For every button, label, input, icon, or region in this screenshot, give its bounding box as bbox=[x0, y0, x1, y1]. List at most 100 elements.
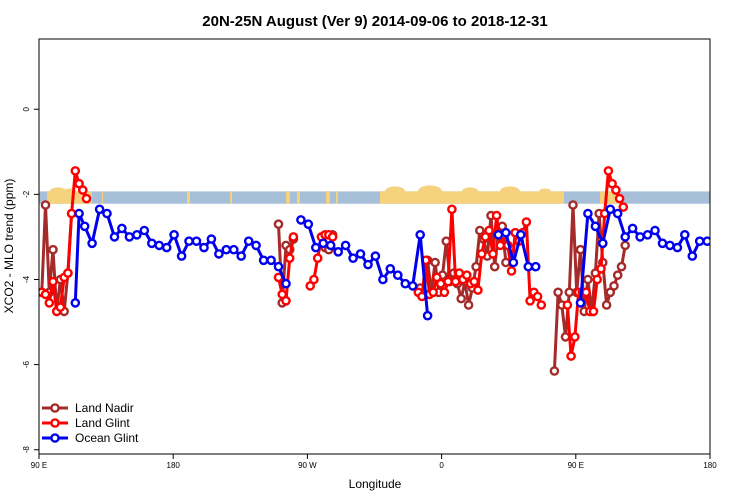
y-axis-label: XCO2 - MLO trend (ppm) bbox=[2, 179, 16, 314]
legend-label: Ocean Glint bbox=[75, 431, 139, 445]
data-point bbox=[694, 236, 705, 246]
x-tick-label: 90 E bbox=[568, 461, 584, 470]
data-point bbox=[81, 193, 92, 204]
data-point bbox=[288, 232, 299, 242]
data-point bbox=[206, 234, 217, 244]
legend-label: Land Glint bbox=[75, 416, 130, 430]
x-tick-label: 180 bbox=[167, 461, 181, 470]
data-point bbox=[102, 208, 112, 219]
data-point bbox=[642, 229, 653, 240]
land-bump bbox=[500, 186, 520, 197]
data-point bbox=[296, 215, 306, 225]
data-point bbox=[327, 232, 338, 242]
land-bump bbox=[385, 186, 405, 197]
data-point bbox=[620, 232, 631, 242]
data-point bbox=[521, 217, 532, 227]
data-point bbox=[484, 225, 494, 236]
data-point bbox=[161, 242, 172, 253]
data-point bbox=[40, 200, 51, 210]
data-point bbox=[109, 232, 120, 242]
data-point bbox=[333, 246, 344, 257]
data-point bbox=[456, 293, 467, 304]
data-point bbox=[228, 244, 239, 255]
data-point bbox=[392, 270, 403, 281]
series-0 bbox=[39, 200, 631, 376]
y-axis: 0 -2 -4 -6 -8 bbox=[22, 106, 39, 453]
data-point bbox=[501, 227, 511, 238]
data-point bbox=[258, 255, 269, 266]
land-bump bbox=[50, 187, 66, 196]
land-segment bbox=[286, 191, 290, 204]
data-point bbox=[422, 310, 433, 321]
data-point bbox=[428, 287, 439, 298]
x-axis: 90 E 180 90 W 0 90 E 180 bbox=[31, 454, 717, 470]
data-point bbox=[583, 274, 593, 285]
data-point bbox=[570, 332, 580, 342]
legend-item: Ocean Glint bbox=[42, 431, 139, 445]
data-point bbox=[266, 255, 276, 266]
data-point bbox=[495, 240, 506, 251]
data-point bbox=[635, 232, 645, 242]
data-point bbox=[273, 219, 284, 229]
chart-title: 20N-25N August (Ver 9) 2014-09-06 to 201… bbox=[202, 13, 547, 30]
y-tick-label: 0 bbox=[22, 106, 31, 111]
data-point bbox=[525, 295, 535, 306]
series-2 bbox=[70, 204, 710, 321]
data-point bbox=[592, 274, 603, 285]
data-point bbox=[588, 306, 599, 317]
data-point bbox=[273, 261, 284, 272]
data-point bbox=[87, 238, 97, 249]
data-point bbox=[79, 221, 90, 232]
land-segment bbox=[326, 191, 330, 204]
data-point bbox=[702, 236, 710, 246]
data-point bbox=[221, 244, 232, 255]
data-point bbox=[40, 289, 51, 300]
data-point bbox=[236, 251, 246, 261]
data-point bbox=[251, 240, 261, 251]
x-tick-label: 0 bbox=[439, 461, 444, 470]
data-point bbox=[363, 259, 373, 270]
data-point bbox=[439, 287, 450, 298]
data-point bbox=[473, 285, 483, 295]
data-point bbox=[309, 274, 319, 285]
data-point bbox=[598, 238, 608, 249]
legend-item: Land Nadir bbox=[42, 401, 134, 415]
data-point bbox=[611, 185, 621, 195]
data-point bbox=[435, 278, 446, 289]
data-point bbox=[516, 229, 526, 240]
data-point bbox=[601, 300, 612, 310]
data-point bbox=[614, 193, 625, 204]
data-point bbox=[199, 242, 209, 253]
data-point bbox=[657, 238, 668, 249]
data-point bbox=[48, 276, 58, 287]
land-bump bbox=[539, 188, 551, 195]
data-point bbox=[488, 249, 498, 259]
data-point bbox=[536, 300, 547, 310]
data-point bbox=[605, 204, 616, 215]
land-segment bbox=[336, 191, 338, 204]
data-point bbox=[355, 249, 366, 259]
series-layer bbox=[39, 166, 710, 376]
data-point bbox=[665, 240, 675, 251]
data-point bbox=[575, 244, 586, 255]
data-point bbox=[463, 300, 474, 310]
data-point bbox=[325, 240, 336, 251]
data-point bbox=[385, 263, 396, 274]
data-point bbox=[214, 249, 224, 259]
land-segment bbox=[297, 191, 300, 204]
series-line bbox=[418, 214, 508, 307]
legend-label: Land Nadir bbox=[75, 401, 134, 415]
data-point bbox=[562, 300, 573, 310]
data-point bbox=[66, 208, 77, 219]
data-point bbox=[370, 251, 381, 261]
series-1 bbox=[39, 166, 629, 361]
data-point bbox=[530, 261, 541, 272]
data-point bbox=[583, 208, 593, 219]
data-point bbox=[650, 225, 660, 236]
data-point bbox=[508, 257, 519, 268]
data-point bbox=[450, 276, 461, 287]
data-point bbox=[564, 287, 575, 298]
data-point bbox=[672, 242, 683, 253]
land-bump bbox=[418, 185, 442, 198]
